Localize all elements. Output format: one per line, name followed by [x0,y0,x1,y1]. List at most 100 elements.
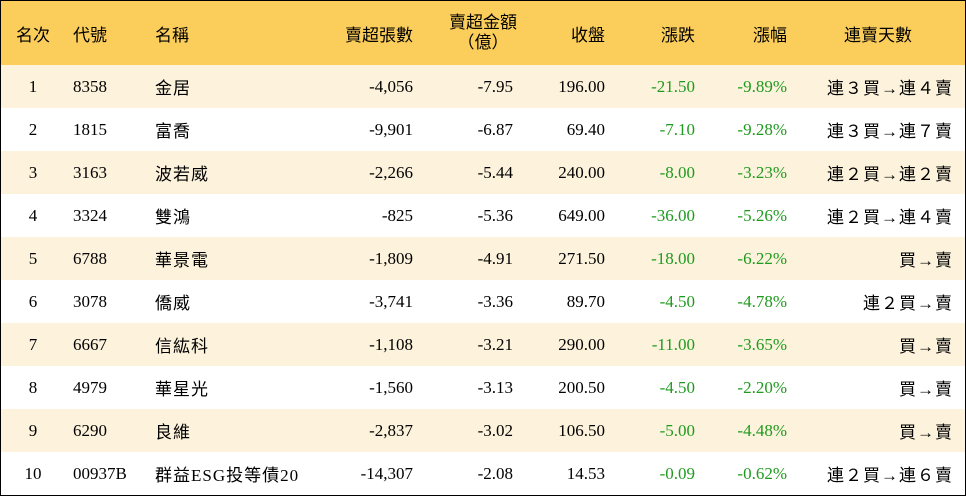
net-sell-sheets-cell: -1,108 [369,334,413,354]
name-cell: 金居 [155,79,191,98]
header-change-pct: 漲幅 [753,25,787,45]
close-cell: 196.00 [558,76,605,96]
name-cell: 華景電 [155,251,209,270]
net-sell-sheets-cell: -2,837 [369,420,413,440]
change-pct-cell: -4.78% [737,291,787,311]
change-cell: -36.00 [651,205,695,225]
table-row: 9 6290 良維 -2,837 -3.02 106.50 -5.00 -4.4… [1,409,965,452]
change-pct-cell: -4.48% [737,420,787,440]
rank-cell: 9 [28,420,38,440]
code-cell: 3078 [73,291,107,311]
name-cell: 華星光 [155,380,209,399]
change-pct-cell: -3.65% [737,334,787,354]
code-cell: 3324 [73,205,107,225]
net-sell-sheets-cell: -14,307 [360,463,413,483]
header-net-sell-amount-unit: （億） [457,33,509,52]
table-row: 10 00937B 群益ESG投等債20 -14,307 -2.08 14.53… [1,452,965,495]
rank-cell: 7 [28,334,38,354]
header-consecutive-days: 連賣天數 [844,25,912,45]
consecutive-days-cell: 連２買→連４賣 [827,208,953,227]
name-cell: 信紘科 [155,337,209,356]
change-cell: -4.50 [659,377,695,397]
net-sell-amount-cell: -7.95 [477,76,513,96]
net-sell-amount-cell: -5.44 [477,162,513,182]
rank-cell: 6 [28,291,38,311]
net-sell-sheets-cell: -2,266 [369,162,413,182]
rank-cell: 10 [24,463,42,483]
rank-cell: 3 [28,162,38,182]
change-pct-cell: -9.28% [737,119,787,139]
close-cell: 200.50 [558,377,605,397]
change-cell: -5.00 [659,420,695,440]
name-cell: 雙鴻 [155,208,191,227]
consecutive-days-cell: 連２買→連２賣 [827,165,953,184]
consecutive-days-cell: 連２買→賣 [863,294,953,313]
close-cell: 290.00 [558,334,605,354]
change-cell: -8.00 [659,162,695,182]
consecutive-days-cell: 買→賣 [899,337,953,356]
header-change: 漲跌 [661,25,695,45]
change-pct-cell: -3.23% [737,162,787,182]
table-header-row: 名次 代號 名稱 賣超張數 賣超金額 （億） 收盤 漲跌 漲幅 連賣天數 [1,1,965,65]
net-sell-amount-cell: -3.13 [477,377,513,397]
code-cell: 6788 [73,248,107,268]
table-row: 2 1815 富喬 -9,901 -6.87 69.40 -7.10 -9.28… [1,108,965,151]
rank-cell: 4 [28,205,38,225]
close-cell: 106.50 [558,420,605,440]
net-sell-sheets-cell: -9,901 [369,119,413,139]
change-pct-cell: -5.26% [737,205,787,225]
name-cell: 僑威 [155,294,191,313]
code-cell: 6290 [73,420,107,440]
change-pct-cell: -2.20% [737,377,787,397]
rank-cell: 1 [28,76,38,96]
close-cell: 649.00 [558,205,605,225]
header-close: 收盤 [571,25,605,45]
rank-cell: 5 [28,248,38,268]
header-rank: 名次 [16,25,50,45]
code-cell: 3163 [73,162,107,182]
name-cell: 群益ESG投等債20 [155,466,300,485]
table-row: 3 3163 波若威 -2,266 -5.44 240.00 -8.00 -3.… [1,151,965,194]
consecutive-days-cell: 買→賣 [899,380,953,399]
consecutive-days-cell: 連３買→連４賣 [827,79,953,98]
rank-cell: 8 [28,377,38,397]
header-net-sell-amount-line1: 賣超金額 [449,13,517,32]
name-cell: 波若威 [155,165,209,184]
change-cell: -4.50 [659,291,695,311]
header-net-sell-amount: 賣超金額 （億） [421,1,521,65]
close-cell: 69.40 [566,119,605,139]
change-pct-cell: -9.89% [737,76,787,96]
table-row: 8 4979 華星光 -1,560 -3.13 200.50 -4.50 -2.… [1,366,965,409]
change-cell: -11.00 [651,334,695,354]
code-cell: 1815 [73,119,107,139]
net-sell-amount-cell: -6.87 [477,119,513,139]
change-cell: -18.00 [651,248,695,268]
code-cell: 4979 [73,377,107,397]
net-sell-sheets-cell: -4,056 [369,76,413,96]
close-cell: 271.50 [558,248,605,268]
name-cell: 富喬 [155,122,191,141]
rank-cell: 2 [28,119,38,139]
net-sell-amount-cell: -2.08 [477,463,513,483]
code-cell: 6667 [73,334,107,354]
net-sell-amount-cell: -3.21 [477,334,513,354]
name-cell: 良維 [155,423,191,442]
header-code: 代號 [73,25,107,45]
table-row: 1 8358 金居 -4,056 -7.95 196.00 -21.50 -9.… [1,65,965,108]
net-sell-amount-cell: -4.91 [477,248,513,268]
close-cell: 240.00 [558,162,605,182]
close-cell: 14.53 [566,463,605,483]
close-cell: 89.70 [566,291,605,311]
net-sell-amount-cell: -3.36 [477,291,513,311]
consecutive-days-cell: 買→賣 [899,423,953,442]
net-sell-sheets-cell: -1,809 [369,248,413,268]
consecutive-days-cell: 連２買→連６賣 [827,466,953,485]
change-pct-cell: -0.62% [737,463,787,483]
change-cell: -0.09 [659,463,695,483]
net-sell-sheets-cell: -3,741 [369,291,413,311]
code-cell: 8358 [73,76,107,96]
net-sell-sheets-cell: -825 [381,205,413,225]
table-row: 4 3324 雙鴻 -825 -5.36 649.00 -36.00 -5.26… [1,194,965,237]
